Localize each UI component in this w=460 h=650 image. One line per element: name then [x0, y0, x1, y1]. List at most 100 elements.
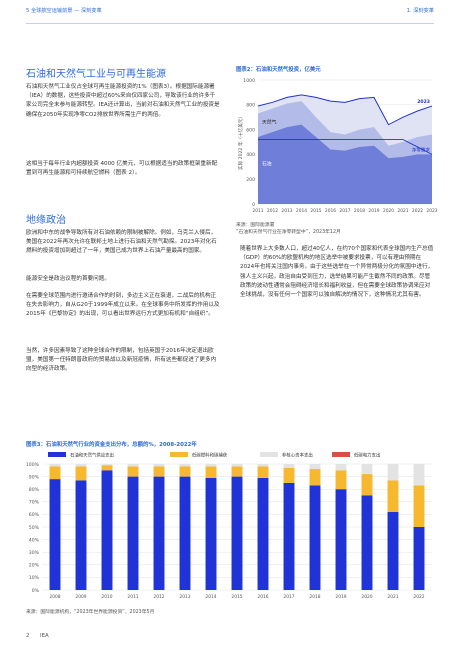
bar-segment [49, 479, 61, 590]
section-heading-oil-gas: 石油和天然气工业与可再生能源 [26, 69, 166, 80]
bar-segment [127, 466, 139, 477]
legend-swatch [48, 452, 66, 457]
figure2-source-detail: “石油和天然气行业在净零转型中”，2023年12月 [236, 230, 341, 235]
paragraph: 当然，许多因素导致了这种全球合作的限制，包括英国于2016年决定退出欧盟，美国第… [26, 348, 217, 373]
x-tick-label: 2010 [101, 594, 112, 600]
figure2-title: 图表2：石油和天然气投资，亿美元 [236, 67, 321, 73]
bar-segment [387, 480, 399, 512]
x-tick-label: 2011 [252, 208, 263, 214]
x-tick-label: 2011 [127, 594, 138, 600]
bar-segment [361, 464, 373, 475]
bar-segment [231, 476, 243, 590]
header-divider [26, 23, 434, 24]
figure3-title: 图表3：石油和天然气行业的资金支出分布，总额的%，2008-2022年 [26, 442, 197, 448]
x-tick-label: 2013 [281, 208, 292, 214]
y-tick-label: 40% [29, 537, 40, 543]
legend-swatch [332, 452, 350, 457]
bar-segment [49, 464, 61, 467]
y-tick-label: 10% [29, 575, 40, 581]
bar-segment [101, 465, 113, 471]
label-gas: 天然气 [262, 118, 277, 125]
header-breadcrumb: 5 全球航空运输前景 — 深刻变革 [26, 8, 102, 14]
paragraph: 这相当于每年行业内超额投资 4000 亿美元，可以根据适当的政策框架重新配置到可… [26, 161, 218, 177]
x-tick-label: 2013 [179, 594, 190, 600]
x-tick-label: 2014 [296, 208, 307, 214]
x-tick-label: 2019 [335, 594, 346, 600]
bar-segment [387, 464, 399, 481]
bar-segment [335, 470, 347, 490]
bar-segment [153, 466, 165, 477]
y-tick-label: 70% [29, 500, 40, 506]
paragraph: 能源安全是政治议程的首要问题。 [26, 276, 110, 282]
x-tick-label: 2018 [309, 594, 320, 600]
y-tick-label: 0 [252, 202, 255, 208]
line-2023 [257, 94, 433, 126]
x-tick-label: 2017 [283, 594, 294, 600]
y-axis-label: 实际 2022 年（十亿美元） [237, 114, 244, 170]
bar-segment [283, 467, 295, 483]
paragraph: 随着世界上大多数人口，超过40亿人，在约70个国家和代表全球国内生产总值（GDP… [240, 246, 434, 299]
y-tick-label: 60% [29, 512, 40, 518]
figure2-chart: 0 200 400 600 800 1000 2011 2012 2013 2014 2015 201… [237, 78, 438, 214]
x-tick-label: 2016 [257, 594, 268, 600]
x-tick-label: 2012 [153, 594, 164, 600]
bar-segment [387, 511, 399, 590]
bar-segment [309, 464, 321, 470]
x-tick-label: 2015 [310, 208, 321, 214]
x-tick-label: 2022 [413, 594, 424, 600]
y-tick-label: 600 [246, 127, 255, 133]
x-tick-label: 2009 [75, 594, 86, 600]
figure2-source: 来源：国际能源署 [236, 223, 275, 228]
bar-segment [101, 470, 113, 590]
x-tick-label: 2020 [361, 594, 372, 600]
line-net-zero [258, 139, 433, 155]
x-tick-label: 2016 [325, 208, 336, 214]
bar-segment [75, 480, 87, 590]
x-tick-label: 2022 [412, 208, 423, 214]
bar-segment [335, 489, 347, 590]
x-tick-label: 2008 [49, 594, 60, 600]
bar-segment [75, 464, 87, 467]
bar-segment [127, 476, 139, 590]
legend-label: 低碳电力支出 [354, 452, 380, 459]
x-tick-label: 2020 [383, 208, 394, 214]
figure3-chart: 0% 10% 20% 30% 40% 50% 60% 70% 80% 90% 100% 石油和天然气供… [26, 452, 432, 600]
bar-segment [335, 464, 347, 471]
footer-org: IEA [40, 633, 49, 639]
bar-segment [205, 466, 217, 478]
x-tick-label: 2017 [339, 208, 350, 214]
bar-segment [283, 464, 295, 468]
page-number: 2 [26, 633, 30, 639]
y-tick-label: 200 [246, 177, 255, 183]
legend-label: 非核心资本支出 [282, 452, 313, 459]
y-tick-label: 30% [29, 550, 40, 556]
x-tick-label: 2015 [231, 594, 242, 600]
x-tick-label: 2023 [426, 208, 437, 214]
bar-segment [75, 466, 87, 481]
legend-label: 石油和天然气供应支出 [70, 452, 114, 459]
bar-segment [257, 477, 269, 590]
y-tick-label: 100% [26, 462, 40, 468]
y-tick-label: 400 [246, 152, 255, 158]
bar-segment [127, 464, 139, 467]
x-tick-label: 2018 [354, 208, 365, 214]
section-heading-geopolitics: 地缘政治 [26, 215, 66, 226]
legend-label: 低碳燃料和碳捕获 [192, 452, 228, 459]
bar-segment [413, 527, 425, 590]
y-tick-label: 80% [29, 487, 40, 493]
paragraph: 石油和天然气工业仅占全球可再生能源投资的1%（图表3）。根据国际能源署（IEA）… [26, 84, 220, 118]
bar-segment [361, 474, 373, 496]
y-tick-label: 1000 [243, 78, 255, 84]
x-tick-label: 2012 [267, 208, 278, 214]
area-series-oil [258, 124, 432, 204]
bar-segment [413, 464, 425, 486]
bar-segment [101, 464, 113, 466]
figure3-source: 来源：国际能源机构，“2023年世界能源投资”，2023年5月 [26, 610, 155, 615]
bar-segment [179, 476, 191, 590]
x-tick-label: 2019 [368, 208, 379, 214]
legend-swatch [170, 452, 188, 457]
legend-swatch [260, 452, 278, 457]
bar-segment [257, 464, 269, 467]
bar-segment [231, 466, 243, 477]
y-tick-label: 800 [246, 103, 255, 109]
